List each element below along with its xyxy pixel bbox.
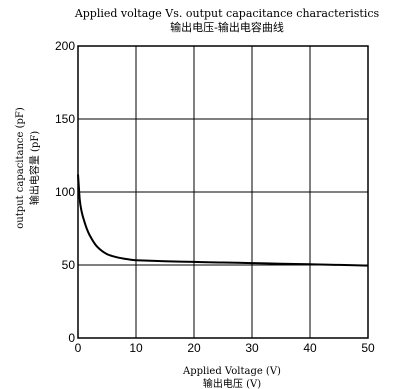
x-axis-label: Applied Voltage (V) bbox=[182, 366, 281, 377]
chart-subtitle: 输出电压-输出电容曲线 bbox=[170, 20, 284, 34]
plot-frame bbox=[77, 45, 369, 339]
y-ticks: 0 50 100 150 200 bbox=[55, 39, 75, 345]
y-tick-label-1: 50 bbox=[62, 258, 76, 272]
x-tick-label-4: 40 bbox=[303, 341, 317, 355]
y-tick-label-4: 200 bbox=[55, 39, 75, 53]
x-axis-label-cn: 输出电压 (V) bbox=[203, 377, 261, 389]
chart-title: Applied voltage Vs. output capacitance c… bbox=[74, 7, 380, 20]
x-tick-label-2: 20 bbox=[187, 341, 201, 355]
x-tick-label-3: 30 bbox=[245, 341, 259, 355]
x-tick-label-0: 0 bbox=[75, 341, 82, 355]
series-group bbox=[77, 174, 369, 267]
x-tick-label-5: 50 bbox=[361, 341, 375, 355]
y-tick-label-2: 100 bbox=[55, 185, 75, 199]
x-ticks: 0 10 20 30 40 50 bbox=[75, 341, 375, 355]
series-line-0 bbox=[77, 174, 369, 267]
grid bbox=[77, 45, 369, 339]
y-tick-label-3: 150 bbox=[55, 112, 75, 126]
y-axis-label-cn: 输出电容量 (pF) bbox=[28, 131, 41, 205]
y-axis-label: output capacitance (pF) bbox=[15, 107, 26, 229]
x-tick-label-1: 10 bbox=[129, 341, 143, 355]
y-tick-label-0: 0 bbox=[68, 331, 75, 345]
